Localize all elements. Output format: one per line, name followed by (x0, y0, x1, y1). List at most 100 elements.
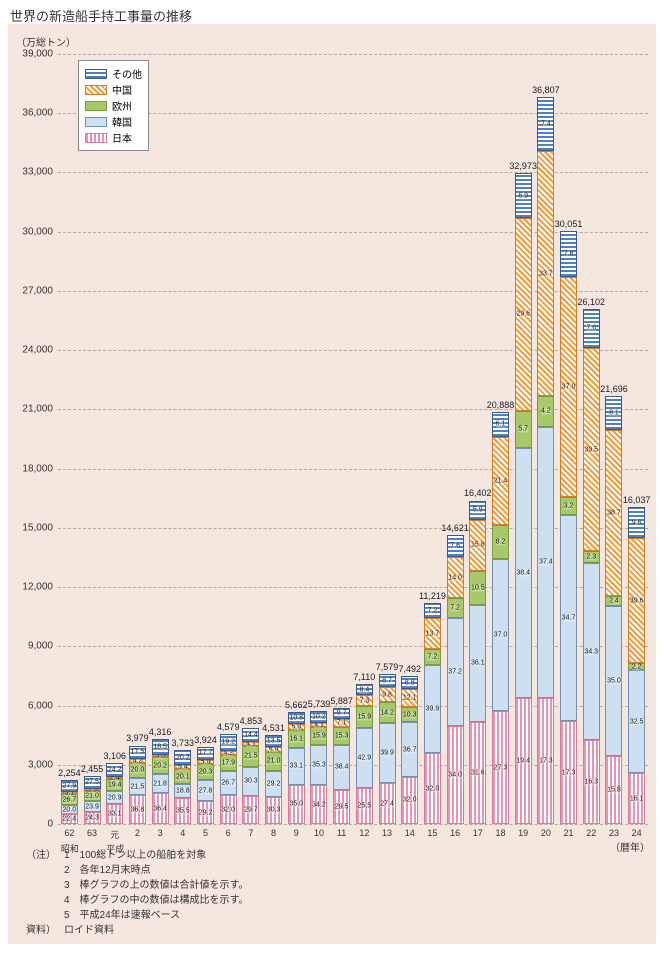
bar-column: 4,57932.026.717.94.219.26 (220, 734, 237, 824)
bar-total-label: 7,579 (376, 662, 399, 672)
legend-label: その他 (112, 66, 142, 81)
segment-korea: 21.5 (129, 778, 146, 795)
segment-pct-label: 7.2 (450, 605, 460, 612)
segment-pct-label: 18.5 (153, 743, 167, 750)
segment-other: 7.4 (537, 97, 554, 151)
segment-europe: 5.7 (515, 411, 532, 448)
segment-china: 5.0 (197, 760, 214, 764)
legend-swatch-japan (85, 133, 107, 143)
bar-stack: 36.421.820.23.018.5 (152, 739, 169, 824)
segment-korea: 30.3 (242, 767, 259, 796)
segment-other: 7.6 (583, 309, 600, 348)
segment-pct-label: 21.0 (267, 758, 281, 765)
segment-pct-label: 33.1 (108, 810, 122, 817)
bar-column: 16,40231.636.110.515.85.917 (469, 500, 486, 824)
segment-pct-label: 15.9 (312, 733, 326, 740)
segment-europe: 10.3 (401, 707, 418, 722)
segment-other: 8.8 (401, 676, 418, 689)
segment-other: 5.9 (469, 501, 486, 520)
segment-china: 38.7 (605, 430, 622, 596)
segment-other: 17.7 (197, 747, 214, 761)
chart-container: 世界の新造船手持工事量の推移 （万総トン） （暦年） その他中国欧州韓国日本 0… (0, 0, 664, 953)
segment-pct-label: 15.9 (358, 713, 372, 720)
y-tick-label: 24,000 (13, 345, 53, 356)
segment-japan: 32.0 (424, 753, 441, 824)
segment-pct-label: 23.9 (85, 803, 99, 810)
segment-pct-label: 30.3 (267, 807, 281, 814)
segment-pct-label: 7.2 (428, 607, 438, 614)
segment-europe: 4.2 (537, 396, 554, 427)
segment-other: 9.7 (333, 708, 350, 719)
segment-other: 18.5 (152, 739, 169, 755)
y-tick-label: 15,000 (13, 522, 53, 533)
segment-pct-label: 9.6 (632, 519, 642, 526)
segment-pct-label: 34.3 (584, 648, 598, 655)
x-tick-label: 4 (180, 828, 185, 838)
segment-pct-label: 21.8 (153, 780, 167, 787)
segment-japan: 29.7 (242, 796, 259, 824)
bar-total-label: 3,733 (172, 738, 195, 748)
segment-japan: 32.0 (401, 777, 418, 824)
segment-japan: 35.5 (174, 798, 191, 824)
segment-korea: 39.9 (379, 723, 396, 783)
bar-stack: 15.835.02.438.78.1 (605, 396, 622, 824)
segment-other: 7.6 (447, 535, 464, 557)
source-text: ロイド資料 (64, 923, 114, 938)
bar-total-label: 5,887 (330, 696, 353, 706)
bar-column: 16,03716.132.52.239.69.624 (628, 507, 645, 824)
y-tick-label: 9,000 (13, 641, 53, 652)
segment-pct-label: 7.6 (450, 543, 460, 550)
segment-china: 3.1 (61, 792, 78, 794)
segment-japan: 16.3 (583, 740, 600, 824)
bar-total-label: 36,807 (532, 85, 560, 95)
segment-pct-label: 35.0 (607, 678, 621, 685)
segment-other: 6.1 (492, 412, 509, 437)
segment-china: 5.0 (288, 724, 305, 730)
y-tick-label: 36,000 (13, 108, 53, 119)
segment-pct-label: 14.0 (448, 574, 462, 581)
segment-korea: 34.3 (583, 563, 600, 740)
grid-line (58, 824, 648, 825)
segment-pct-label: 24.2 (108, 767, 122, 774)
segment-pct-label: 35.0 (289, 801, 303, 808)
segment-europe: 7.2 (447, 598, 464, 619)
segment-europe: 15.3 (333, 727, 350, 745)
legend-row: その他 (85, 66, 142, 81)
segment-pct-label: 25.5 (358, 803, 372, 810)
segment-other: 8.1 (605, 396, 622, 431)
segment-korea: 35.0 (605, 606, 622, 756)
bar-total-label: 5,662 (285, 700, 308, 710)
segment-pct-label: 16.1 (289, 735, 303, 742)
segment-pct-label: 29.7 (244, 806, 258, 813)
bar-column: 7,49232.036.710.312.18.814 (401, 676, 418, 824)
segment-pct-label: 21.4 (494, 477, 508, 484)
x-tick-label: 16 (450, 828, 460, 838)
bar-column: 5,73934.235.315.94.110.210 (310, 711, 327, 824)
segment-pct-label: 21.5 (131, 783, 145, 790)
segment-korea: 33.1 (288, 748, 305, 785)
legend-row: 欧州 (85, 98, 142, 113)
segment-pct-label: 5.9 (473, 507, 483, 514)
segment-pct-label: 16.3 (584, 779, 598, 786)
bar-column: 30,05117.334.73.237.07.821 (560, 231, 577, 824)
segment-pct-label: 5.7 (518, 426, 528, 433)
segment-pct-label: 17.9 (221, 759, 235, 766)
segment-pct-label: 36.1 (471, 660, 485, 667)
segment-china: 39.5 (583, 348, 600, 552)
segment-china: 21.4 (492, 437, 509, 525)
segment-japan: 15.8 (605, 756, 622, 824)
bar-column: 4,53130.329.221.06.013.58 (265, 735, 282, 824)
segment-china: 15.8 (469, 520, 486, 571)
segment-pct-label: 27.5 (85, 779, 99, 786)
y-tick-label: 21,000 (13, 404, 53, 415)
segment-pct-label: 36.7 (403, 746, 417, 753)
segment-pct-label: 29.2 (267, 780, 281, 787)
segment-japan: 33.1 (106, 804, 123, 824)
segment-china: 2.4 (106, 777, 123, 779)
bar-stack: 34.037.27.214.07.6 (447, 535, 464, 824)
note-item: 3 棒グラフの上の数値は合計値を示す。 (64, 878, 249, 893)
segment-japan: 29.5 (333, 790, 350, 824)
segment-europe: 20.1 (174, 769, 191, 784)
segment-korea: 37.4 (537, 427, 554, 699)
segment-pct-label: 34.7 (562, 615, 576, 622)
